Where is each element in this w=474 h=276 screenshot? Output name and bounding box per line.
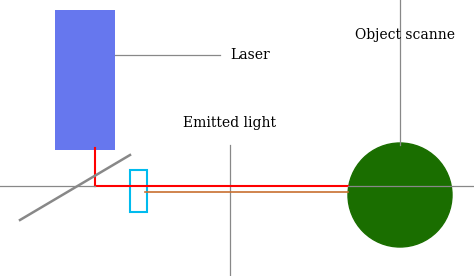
Circle shape [348,143,452,247]
Text: Object scanne: Object scanne [355,28,455,42]
Text: Laser: Laser [230,48,270,62]
Bar [130,170,147,212]
Text: Emitted light: Emitted light [183,116,276,130]
Bar [55,10,115,150]
